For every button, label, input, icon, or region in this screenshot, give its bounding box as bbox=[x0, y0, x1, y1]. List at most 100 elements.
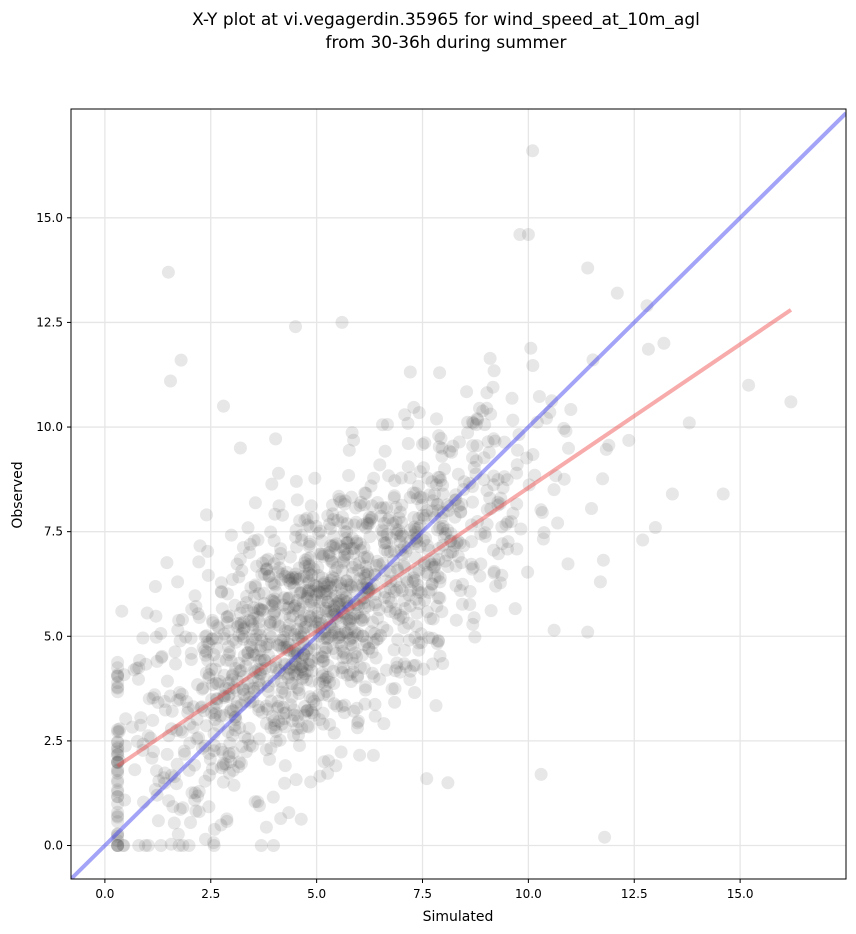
data-point bbox=[331, 631, 345, 645]
data-point bbox=[441, 776, 455, 790]
data-point bbox=[253, 603, 267, 617]
data-point bbox=[362, 517, 376, 530]
data-point bbox=[461, 415, 475, 429]
data-point bbox=[312, 569, 326, 582]
data-point bbox=[397, 557, 411, 571]
data-point bbox=[355, 518, 369, 532]
data-point bbox=[211, 677, 225, 691]
data-point bbox=[491, 498, 505, 512]
data-point bbox=[334, 540, 348, 554]
data-point bbox=[451, 549, 465, 563]
data-point bbox=[440, 548, 454, 562]
data-point bbox=[640, 299, 654, 313]
data-point bbox=[484, 407, 498, 421]
data-point bbox=[446, 545, 460, 559]
data-point bbox=[303, 690, 317, 704]
data-point bbox=[249, 648, 263, 662]
data-point bbox=[351, 669, 365, 683]
data-point bbox=[323, 675, 336, 689]
data-point bbox=[227, 746, 240, 760]
data-point bbox=[328, 604, 342, 618]
plot-area bbox=[70, 108, 847, 880]
data-point bbox=[319, 604, 333, 618]
data-point bbox=[299, 615, 313, 629]
data-point bbox=[299, 583, 313, 597]
data-point bbox=[300, 704, 314, 718]
data-point bbox=[466, 617, 480, 631]
data-point bbox=[271, 700, 285, 714]
data-point bbox=[352, 563, 366, 577]
data-point bbox=[111, 756, 125, 770]
data-point bbox=[487, 543, 501, 557]
data-point bbox=[312, 526, 326, 540]
data-point bbox=[255, 705, 269, 719]
data-point bbox=[293, 657, 307, 671]
data-point bbox=[207, 739, 221, 752]
data-point bbox=[332, 630, 346, 644]
data-point bbox=[408, 523, 422, 536]
data-point bbox=[214, 818, 228, 832]
data-point bbox=[225, 669, 239, 683]
data-point bbox=[448, 493, 462, 507]
data-point bbox=[271, 694, 285, 708]
data-point bbox=[221, 587, 234, 601]
data-point bbox=[241, 646, 255, 660]
data-point bbox=[263, 615, 277, 629]
data-point bbox=[293, 614, 307, 628]
data-point bbox=[522, 478, 536, 492]
data-point bbox=[424, 612, 437, 625]
data-point bbox=[380, 501, 394, 515]
data-point bbox=[368, 598, 382, 612]
data-point bbox=[478, 418, 492, 432]
data-point bbox=[433, 575, 447, 589]
y-tick-label: 10.0 bbox=[36, 420, 63, 434]
data-point bbox=[389, 602, 403, 616]
data-point bbox=[300, 719, 314, 733]
data-point bbox=[302, 576, 316, 590]
data-point bbox=[371, 611, 385, 625]
data-point bbox=[326, 513, 340, 527]
data-point bbox=[340, 651, 354, 665]
data-point bbox=[312, 676, 326, 690]
data-point bbox=[255, 567, 269, 581]
data-point bbox=[356, 591, 370, 605]
data-point bbox=[491, 495, 505, 509]
data-point bbox=[202, 637, 216, 651]
data-point bbox=[236, 670, 250, 684]
data-point bbox=[311, 616, 325, 630]
data-point bbox=[150, 788, 164, 802]
data-point bbox=[508, 602, 522, 616]
data-point bbox=[295, 585, 309, 599]
data-point bbox=[111, 839, 125, 852]
data-point bbox=[484, 502, 498, 516]
data-point bbox=[366, 636, 380, 650]
data-point bbox=[262, 569, 276, 583]
data-point bbox=[347, 596, 361, 610]
data-point bbox=[325, 552, 338, 566]
data-point bbox=[111, 755, 125, 769]
data-point bbox=[372, 603, 386, 617]
data-point bbox=[172, 839, 186, 852]
data-point bbox=[314, 547, 328, 561]
data-point bbox=[336, 555, 350, 569]
data-point bbox=[436, 522, 450, 536]
data-point bbox=[252, 615, 266, 629]
data-point bbox=[504, 515, 518, 529]
data-point bbox=[285, 657, 299, 671]
data-point bbox=[351, 670, 364, 684]
data-point bbox=[321, 509, 335, 523]
data-point bbox=[323, 517, 336, 531]
data-point bbox=[341, 578, 355, 592]
data-point bbox=[246, 645, 259, 659]
data-point bbox=[173, 692, 187, 706]
data-point bbox=[360, 550, 374, 564]
data-point bbox=[112, 725, 126, 738]
data-point bbox=[345, 652, 359, 665]
data-point bbox=[335, 666, 349, 679]
data-point bbox=[282, 570, 296, 584]
data-point bbox=[298, 513, 312, 527]
data-point bbox=[493, 497, 507, 511]
data-point bbox=[276, 700, 290, 714]
data-point bbox=[350, 536, 364, 550]
data-point bbox=[184, 816, 197, 829]
